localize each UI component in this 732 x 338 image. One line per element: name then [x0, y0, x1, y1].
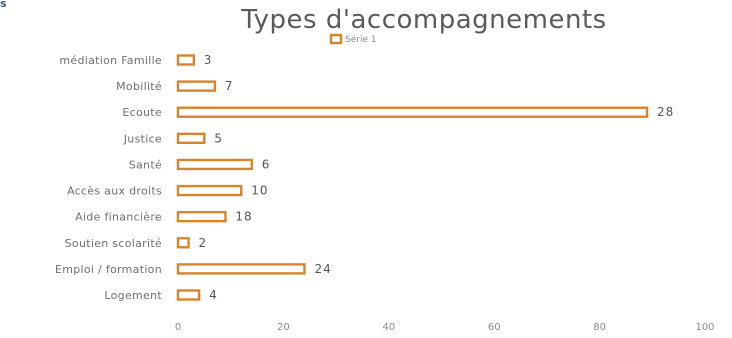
x-tick-label: 20 [277, 322, 290, 333]
bar [176, 158, 253, 171]
bar [176, 237, 190, 249]
x-tick-label: 80 [593, 322, 606, 333]
data-label: 6 [262, 157, 271, 171]
data-label: 10 [251, 184, 268, 198]
category-label: Soutien scolarité [65, 237, 162, 250]
category-label: Ecoute [122, 106, 162, 119]
category-label: Accès aux droits [67, 185, 162, 198]
data-label: 24 [314, 262, 331, 276]
category-label: Aide financière [75, 211, 162, 224]
bar [176, 106, 649, 118]
value-labels: 37 28 5 6 10 18 2 24 4 [199, 53, 674, 302]
data-label: 18 [235, 210, 252, 224]
data-label: 7 [225, 79, 234, 93]
bar [176, 263, 306, 275]
data-label: 2 [199, 236, 208, 250]
bar [176, 184, 243, 197]
data-label: 5 [214, 131, 223, 145]
chart-title: Types d'accompagnements [240, 5, 606, 35]
data-label: 4 [209, 288, 218, 302]
bar [176, 132, 206, 145]
legend: Série 1 [329, 33, 377, 45]
category-label: Emploi / formation [55, 263, 162, 276]
x-tick-label: 60 [488, 322, 501, 333]
data-label: 3 [204, 53, 213, 67]
corner-mark: s [0, 0, 7, 10]
category-label: Santé [129, 158, 162, 171]
bar [176, 210, 227, 223]
category-label: Logement [104, 289, 162, 302]
x-tick-label: 100 [695, 322, 714, 333]
legend-swatch [329, 33, 343, 45]
x-axis-ticks: 0 20 40 60 80 100 [175, 322, 715, 333]
category-label: médiation Famille [59, 54, 162, 67]
data-label: 28 [657, 105, 674, 119]
bars [176, 54, 649, 301]
bar [176, 54, 196, 66]
legend-entry: Série 1 [345, 34, 377, 45]
category-labels: médiation Famille Mobilité Ecoute Justice Sa… [55, 54, 162, 302]
category-label: Mobilité [116, 80, 162, 93]
x-tick-label: 0 [175, 322, 181, 333]
category-label: Justice [123, 132, 162, 145]
bar [176, 289, 201, 301]
x-tick-label: 40 [382, 322, 395, 333]
bar [176, 80, 217, 92]
